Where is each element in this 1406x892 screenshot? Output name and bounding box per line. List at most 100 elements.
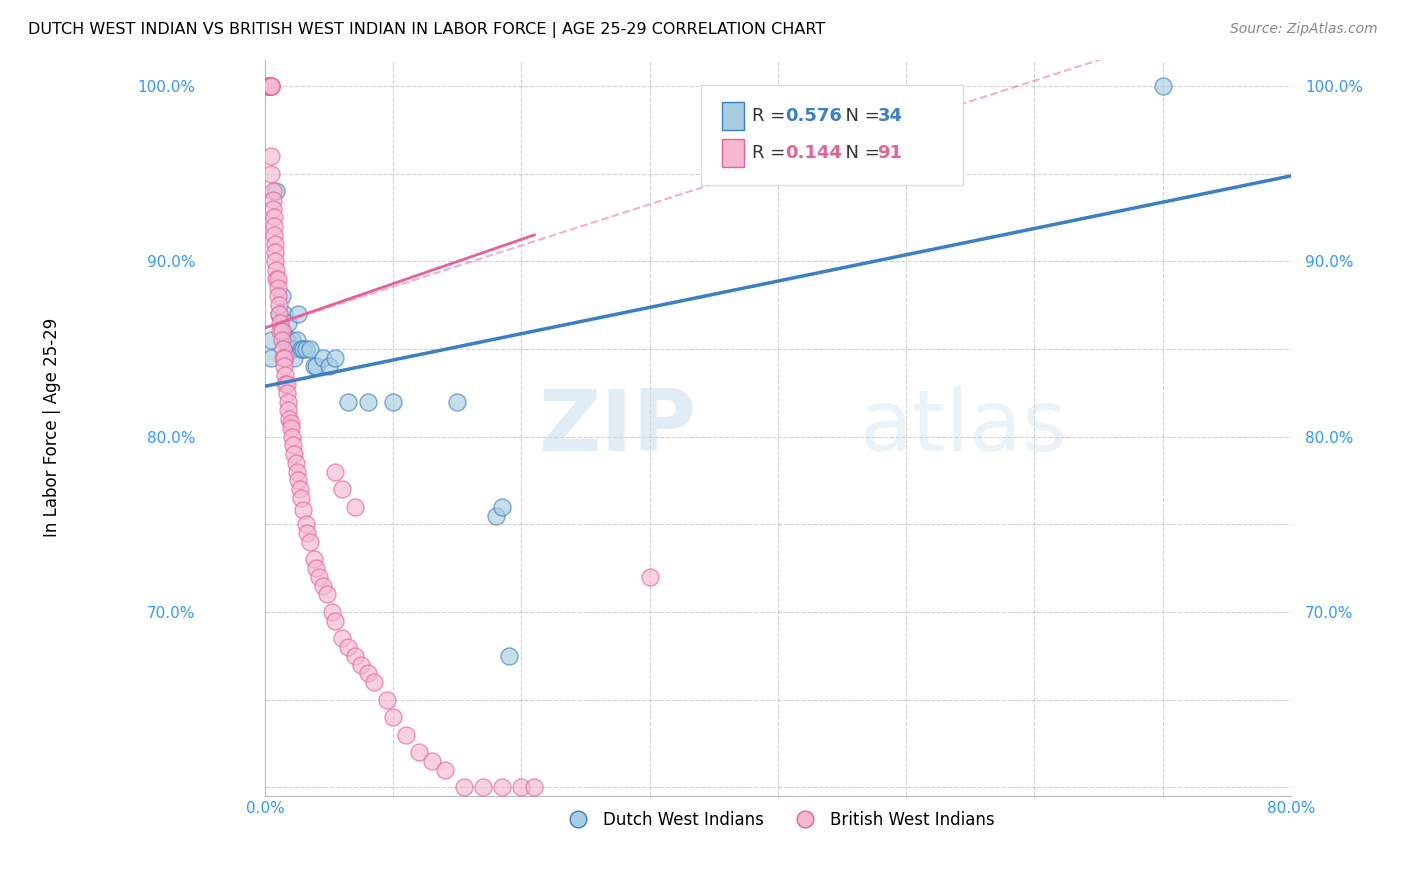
Point bbox=[271, 325, 294, 339]
Point bbox=[485, 508, 508, 523]
Point bbox=[302, 359, 325, 374]
Point bbox=[270, 325, 292, 339]
Point bbox=[290, 342, 312, 356]
Point bbox=[278, 342, 301, 356]
Text: 34: 34 bbox=[877, 107, 903, 125]
Point bbox=[278, 412, 301, 426]
Point bbox=[260, 78, 283, 93]
Point bbox=[264, 254, 287, 268]
Point bbox=[276, 385, 298, 400]
Point bbox=[256, 78, 278, 93]
Point bbox=[257, 78, 280, 93]
Point bbox=[267, 289, 290, 303]
Legend: Dutch West Indians, British West Indians: Dutch West Indians, British West Indians bbox=[554, 805, 1001, 836]
Text: Source: ZipAtlas.com: Source: ZipAtlas.com bbox=[1230, 22, 1378, 37]
Point bbox=[276, 333, 298, 347]
Point bbox=[266, 263, 288, 277]
Point bbox=[266, 272, 288, 286]
Point bbox=[325, 614, 347, 628]
Point bbox=[269, 325, 291, 339]
Point bbox=[262, 193, 284, 207]
Point bbox=[274, 351, 297, 365]
Point bbox=[375, 692, 398, 706]
Point bbox=[266, 184, 288, 198]
Point bbox=[453, 780, 475, 795]
Point bbox=[283, 351, 305, 365]
Point bbox=[259, 78, 281, 93]
Point bbox=[292, 503, 315, 517]
Point bbox=[305, 359, 328, 374]
Bar bbox=[721, 103, 744, 130]
Point bbox=[277, 403, 299, 417]
Point bbox=[276, 376, 298, 391]
Point bbox=[343, 500, 366, 514]
Point bbox=[356, 394, 378, 409]
Point bbox=[273, 351, 295, 365]
Point bbox=[382, 710, 405, 724]
Point bbox=[271, 351, 294, 365]
Point bbox=[325, 351, 347, 365]
Point bbox=[257, 78, 280, 93]
Point bbox=[283, 342, 305, 356]
Point bbox=[523, 780, 546, 795]
Point bbox=[472, 780, 495, 795]
Point bbox=[302, 552, 325, 566]
Point bbox=[273, 307, 295, 321]
Point bbox=[638, 570, 661, 584]
Point bbox=[290, 491, 312, 505]
Point bbox=[277, 394, 299, 409]
Point bbox=[259, 78, 281, 93]
Point bbox=[257, 78, 280, 93]
Point bbox=[256, 78, 278, 93]
Point bbox=[350, 657, 373, 672]
Point bbox=[287, 474, 309, 488]
Point bbox=[281, 333, 304, 347]
Point bbox=[263, 227, 285, 242]
Bar bbox=[721, 139, 744, 167]
Point bbox=[263, 219, 285, 234]
Point bbox=[288, 482, 311, 496]
Point bbox=[267, 272, 290, 286]
Point bbox=[311, 351, 333, 365]
Point bbox=[263, 211, 285, 225]
Point bbox=[270, 333, 292, 347]
Point bbox=[321, 605, 343, 619]
Point bbox=[271, 342, 294, 356]
Point bbox=[305, 561, 328, 575]
Point bbox=[395, 728, 418, 742]
Point bbox=[260, 78, 283, 93]
Point bbox=[297, 526, 319, 541]
Point bbox=[270, 289, 292, 303]
Point bbox=[491, 780, 513, 795]
Point bbox=[284, 456, 307, 470]
Point bbox=[267, 298, 290, 312]
Point bbox=[315, 587, 337, 601]
Text: N =: N = bbox=[834, 107, 886, 125]
Point bbox=[356, 666, 378, 681]
Point bbox=[363, 675, 385, 690]
Point bbox=[491, 500, 513, 514]
Point bbox=[295, 517, 318, 532]
Text: R =: R = bbox=[752, 107, 792, 125]
Point bbox=[267, 280, 290, 294]
Point bbox=[283, 447, 305, 461]
Text: N =: N = bbox=[834, 145, 886, 162]
Point bbox=[264, 236, 287, 251]
Point bbox=[267, 307, 290, 321]
Point bbox=[330, 632, 353, 646]
Point bbox=[274, 333, 297, 347]
Point bbox=[264, 245, 287, 260]
Point bbox=[274, 368, 297, 383]
Point bbox=[285, 465, 308, 479]
Point bbox=[273, 359, 295, 374]
Point bbox=[337, 640, 360, 654]
Text: atlas: atlas bbox=[860, 386, 1069, 469]
Point bbox=[285, 333, 308, 347]
Point bbox=[259, 78, 281, 93]
Point bbox=[260, 78, 283, 93]
Point bbox=[330, 482, 353, 496]
Point bbox=[274, 376, 297, 391]
Point bbox=[337, 394, 360, 409]
Point bbox=[408, 745, 430, 759]
Point bbox=[280, 421, 302, 435]
